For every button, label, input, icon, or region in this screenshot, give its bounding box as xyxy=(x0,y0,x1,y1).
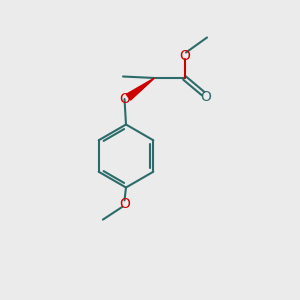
Text: O: O xyxy=(119,197,130,211)
Text: O: O xyxy=(179,49,190,62)
Polygon shape xyxy=(126,78,154,100)
Text: O: O xyxy=(119,92,130,106)
Text: O: O xyxy=(200,90,211,104)
